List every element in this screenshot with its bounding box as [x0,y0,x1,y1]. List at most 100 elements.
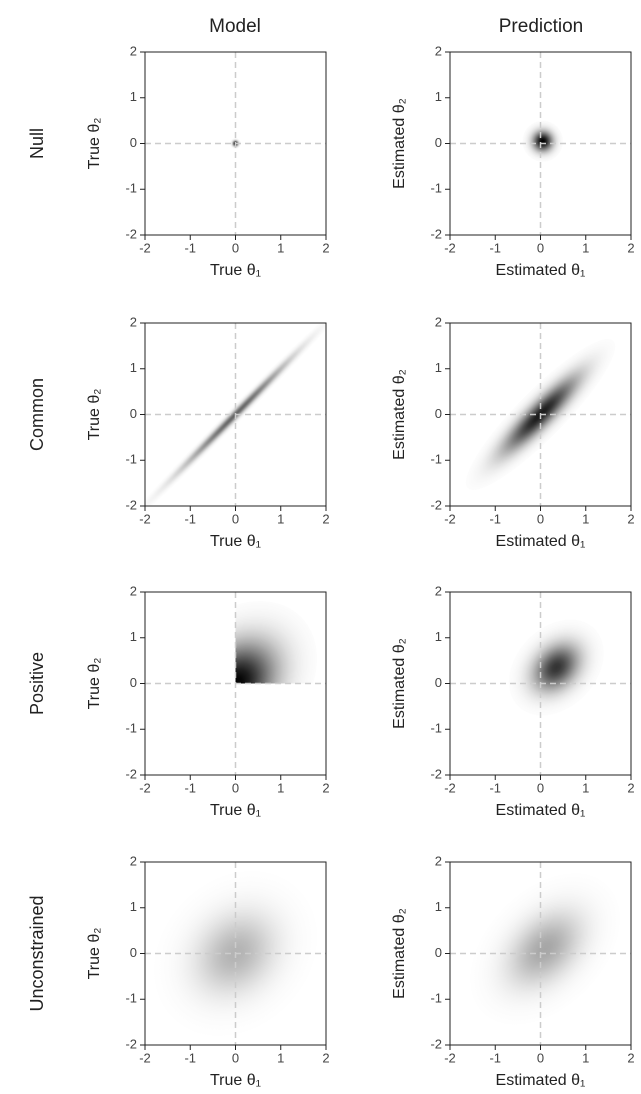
y-tick-label: 2 [435,853,442,868]
x-axis-label: Estimated θ₁ [496,262,586,279]
y-tick-label: -1 [125,991,137,1006]
x-tick-label: 1 [277,780,284,795]
x-tick-label: 1 [277,1050,284,1065]
y-tick-label: 1 [435,89,442,104]
y-tick-label: 2 [130,314,137,329]
x-tick-label: 0 [232,511,239,526]
y-tick-label: 2 [130,583,137,598]
row-title: Null [27,128,47,159]
y-tick-label: 0 [130,945,137,960]
x-tick-label: -1 [489,511,501,526]
y-tick-label: 2 [435,314,442,329]
x-tick-label: -2 [444,780,456,795]
row-title: Common [27,378,47,451]
y-tick-label: 0 [435,675,442,690]
y-tick-label: 1 [130,89,137,104]
y-axis-label: Estimated θ₂ [391,908,408,999]
y-tick-label: 2 [435,583,442,598]
y-tick-label: -1 [430,181,442,196]
x-tick-label: 1 [582,240,589,255]
y-tick-label: 1 [130,899,137,914]
column-title: Prediction [499,16,584,37]
x-tick-label: 2 [322,1050,329,1065]
y-tick-label: 0 [130,135,137,150]
x-tick-label: -1 [184,1050,196,1065]
y-tick-label: -2 [125,766,137,781]
x-tick-label: 1 [582,780,589,795]
x-axis-label: True θ₁ [210,533,261,550]
x-tick-label: -1 [184,780,196,795]
y-tick-label: 0 [435,135,442,150]
x-tick-label: 2 [627,240,634,255]
plot-area [522,120,564,162]
y-tick-label: -2 [430,1036,442,1051]
x-tick-label: 0 [232,1050,239,1065]
y-tick-label: -2 [430,766,442,781]
x-tick-label: -2 [139,240,151,255]
y-axis-label: True θ₂ [86,658,103,710]
y-tick-label: -1 [430,452,442,467]
x-tick-label: 1 [277,511,284,526]
y-tick-label: 1 [130,629,137,644]
y-axis-label: Estimated θ₂ [391,98,408,189]
x-tick-label: 0 [537,511,544,526]
y-tick-label: -1 [125,181,137,196]
plot-area [508,619,604,716]
x-axis-label: True θ₁ [210,262,261,279]
y-tick-label: 1 [435,629,442,644]
x-tick-label: -2 [444,1050,456,1065]
y-tick-label: 1 [435,899,442,914]
row-title: Positive [27,652,47,715]
density [235,601,317,684]
y-axis-label: True θ₂ [86,389,103,441]
y-tick-label: -1 [125,452,137,467]
x-tick-label: 1 [582,511,589,526]
y-tick-label: -2 [125,226,137,241]
x-tick-label: -2 [444,511,456,526]
y-tick-label: 0 [130,675,137,690]
y-axis-label: Estimated θ₂ [391,369,408,460]
x-tick-label: 2 [322,240,329,255]
y-tick-label: 1 [130,360,137,375]
y-tick-label: -1 [430,991,442,1006]
y-tick-label: -2 [430,497,442,512]
density [508,619,604,716]
x-tick-label: 2 [627,1050,634,1065]
x-tick-label: -1 [184,511,196,526]
y-axis-label: Estimated θ₂ [391,638,408,729]
x-tick-label: -2 [139,780,151,795]
x-tick-label: 2 [322,511,329,526]
x-tick-label: -2 [444,240,456,255]
x-tick-label: 2 [627,780,634,795]
x-axis-label: True θ₁ [210,802,261,819]
x-axis-label: Estimated θ₁ [496,802,586,819]
x-tick-label: 1 [582,1050,589,1065]
y-tick-label: -2 [125,497,137,512]
column-title: Model [209,16,261,37]
x-tick-label: -2 [139,511,151,526]
y-tick-label: 0 [435,945,442,960]
y-tick-label: 2 [130,853,137,868]
plot-area [470,873,620,1025]
plot-area [235,601,317,684]
y-axis-label: True θ₂ [86,928,103,980]
x-tick-label: 0 [537,240,544,255]
y-tick-label: 2 [435,43,442,58]
y-tick-label: -1 [430,721,442,736]
x-tick-label: 0 [232,780,239,795]
y-tick-label: 0 [130,406,137,421]
x-tick-label: -1 [489,780,501,795]
x-tick-label: 0 [232,240,239,255]
density [470,873,620,1025]
y-axis-label: True θ₂ [86,118,103,170]
x-tick-label: 2 [322,780,329,795]
x-tick-label: -1 [489,240,501,255]
x-tick-label: -1 [184,240,196,255]
x-axis-label: Estimated θ₁ [496,533,586,550]
y-tick-label: 0 [435,406,442,421]
y-tick-label: -1 [125,721,137,736]
x-tick-label: 2 [627,511,634,526]
x-tick-label: -2 [139,1050,151,1065]
x-tick-label: 1 [277,240,284,255]
